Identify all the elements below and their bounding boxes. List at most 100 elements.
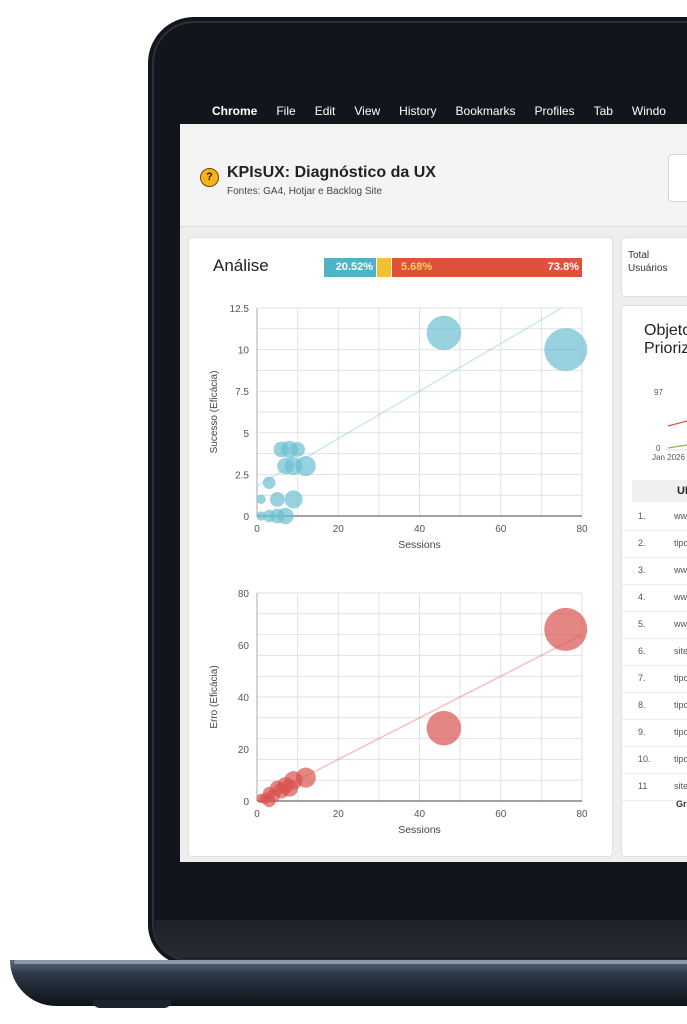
menu-profiles[interactable]: Profiles (534, 104, 575, 118)
row-index: 6. (638, 646, 646, 656)
mini-line-chart (666, 420, 687, 451)
row-url[interactable]: tipo (674, 727, 687, 737)
url-table-row[interactable]: 7. tipo (622, 666, 687, 693)
row-url[interactable]: tipo (674, 538, 687, 548)
row-index: 5. (638, 619, 646, 629)
x-tick-label: 60 (495, 524, 507, 535)
y-axis-label: Erro (Eficácia) (209, 665, 220, 728)
mini-chart-tick-zero: 0 (656, 444, 661, 453)
data-point (262, 476, 276, 489)
x-tick-label: 40 (414, 524, 426, 535)
objetivos-card: Objeto Prioriz 97 0 Jan 2026 UR 1. ww 2. ti… (621, 305, 687, 857)
row-index: 10. (638, 754, 651, 764)
url-header-label: UR (677, 485, 687, 497)
menu-window[interactable]: Windo (631, 104, 666, 118)
x-tick-label: 20 (333, 809, 345, 820)
analise-card: Análise 20.52% 5.68% 73.8% 0 20 40 60 80 0 2.5… (188, 237, 613, 857)
analise-title: Análise (213, 256, 269, 275)
row-url[interactable]: site (674, 646, 687, 656)
row-index: 2. (638, 538, 646, 548)
menu-tab[interactable]: Tab (593, 104, 613, 118)
menu-view[interactable]: View (354, 104, 381, 118)
url-table-row[interactable]: 8. tipo (622, 693, 687, 720)
url-table-row[interactable]: 9. tipo (622, 720, 687, 747)
objetivos-title: Objeto Prioriz (644, 322, 687, 357)
data-point (544, 607, 588, 651)
success-segment[interactable]: 20.52% (324, 258, 376, 277)
menu-file[interactable]: File (276, 104, 296, 118)
table-footer-label: Gra (676, 799, 687, 809)
y-tick-label: 80 (238, 589, 250, 600)
row-index: 9. (638, 727, 646, 737)
url-table-row[interactable]: 2. tipo (622, 531, 687, 558)
x-tick-label: 0 (254, 524, 260, 535)
data-point (262, 794, 276, 808)
row-index: 8. (638, 700, 646, 710)
x-tick-label: 40 (414, 809, 426, 820)
data-point (295, 456, 316, 477)
laptop-bezel-bottom (155, 920, 687, 958)
total-label: Total Usuários (628, 250, 668, 274)
data-point (284, 490, 303, 509)
row-url[interactable]: ww (674, 592, 687, 602)
lightbulb-logo-icon: ? (200, 168, 219, 187)
mini-chart-line-green (667, 444, 687, 449)
x-tick-label: 0 (254, 809, 260, 820)
mini-chart-tick-date: Jan 2026 (652, 453, 685, 462)
dashboard-screen: ? KPIsUX: Diagnóstico da UX Fontes: GA4,… (180, 124, 687, 862)
row-index: 4. (638, 592, 646, 602)
row-url[interactable]: ww (674, 619, 687, 629)
x-tick-label: 20 (333, 524, 345, 535)
y-tick-label: 0 (243, 797, 249, 808)
sucesso-scatter-chart: 0 20 40 60 80 0 2.5 5 7.5 10 12.5 Sessions Sucesso (… (209, 304, 588, 551)
success-pct: 20.52% (335, 261, 373, 273)
y-tick-label: 5 (243, 429, 249, 440)
url-table-row[interactable]: 11 site (622, 774, 687, 801)
data-point (256, 494, 266, 505)
mini-chart-tick-top: 97 (654, 388, 663, 397)
row-index: 1. (638, 511, 646, 521)
dashboard-header: ? KPIsUX: Diagnóstico da UX Fontes: GA4,… (180, 124, 687, 227)
total-usuarios-card: Total Usuários (621, 237, 687, 297)
row-url[interactable]: ww (674, 565, 687, 575)
row-url[interactable]: site (674, 781, 687, 791)
url-table-row[interactable]: 5. ww (622, 612, 687, 639)
error-segment[interactable]: 5.68% 73.8% (392, 258, 582, 277)
data-point (426, 710, 462, 746)
y-tick-label: 0 (243, 512, 249, 523)
outcome-stacked-bar: 20.52% 5.68% 73.8% (324, 258, 582, 277)
error-pct: 73.8% (547, 261, 579, 273)
mid-pct: 5.68% (401, 261, 433, 273)
x-axis-label: Sessions (398, 824, 441, 836)
y-tick-label: 2.5 (235, 470, 249, 481)
page-subtitle: Fontes: GA4, Hotjar e Backlog Site (227, 186, 383, 197)
y-tick-label: 40 (238, 693, 250, 704)
data-point (426, 315, 462, 351)
menu-history[interactable]: History (399, 104, 437, 118)
row-url[interactable]: tipo (674, 754, 687, 764)
url-table-row[interactable]: 3. ww (622, 558, 687, 585)
x-tick-label: 60 (495, 809, 507, 820)
page-title: KPIsUX: Diagnóstico da UX (227, 164, 436, 181)
laptop-foot (92, 1000, 172, 1008)
row-url[interactable]: tipo (674, 673, 687, 683)
row-url[interactable]: ww (674, 511, 687, 521)
header-control[interactable] (668, 154, 687, 202)
menu-bookmarks[interactable]: Bookmarks (455, 104, 516, 118)
row-index: 11 (638, 781, 648, 791)
data-point (544, 328, 588, 372)
url-table-header: UR (632, 480, 687, 502)
url-table-row[interactable]: 1. ww (622, 504, 687, 531)
url-table-row[interactable]: 4. ww (622, 585, 687, 612)
y-tick-label: 20 (238, 745, 250, 756)
data-point (269, 491, 285, 507)
row-url[interactable]: tipo (674, 700, 687, 710)
mid-segment[interactable] (377, 258, 391, 277)
menu-edit[interactable]: Edit (314, 104, 336, 118)
url-table-row[interactable]: 6. site (622, 639, 687, 666)
menu-chrome[interactable]: Chrome (212, 104, 258, 118)
macos-menubar: Chrome File Edit View History Bookmarks … (180, 98, 687, 124)
url-table-row[interactable]: 10. tipo (622, 747, 687, 774)
x-tick-label: 80 (576, 524, 588, 535)
x-axis-label: Sessions (398, 539, 441, 551)
